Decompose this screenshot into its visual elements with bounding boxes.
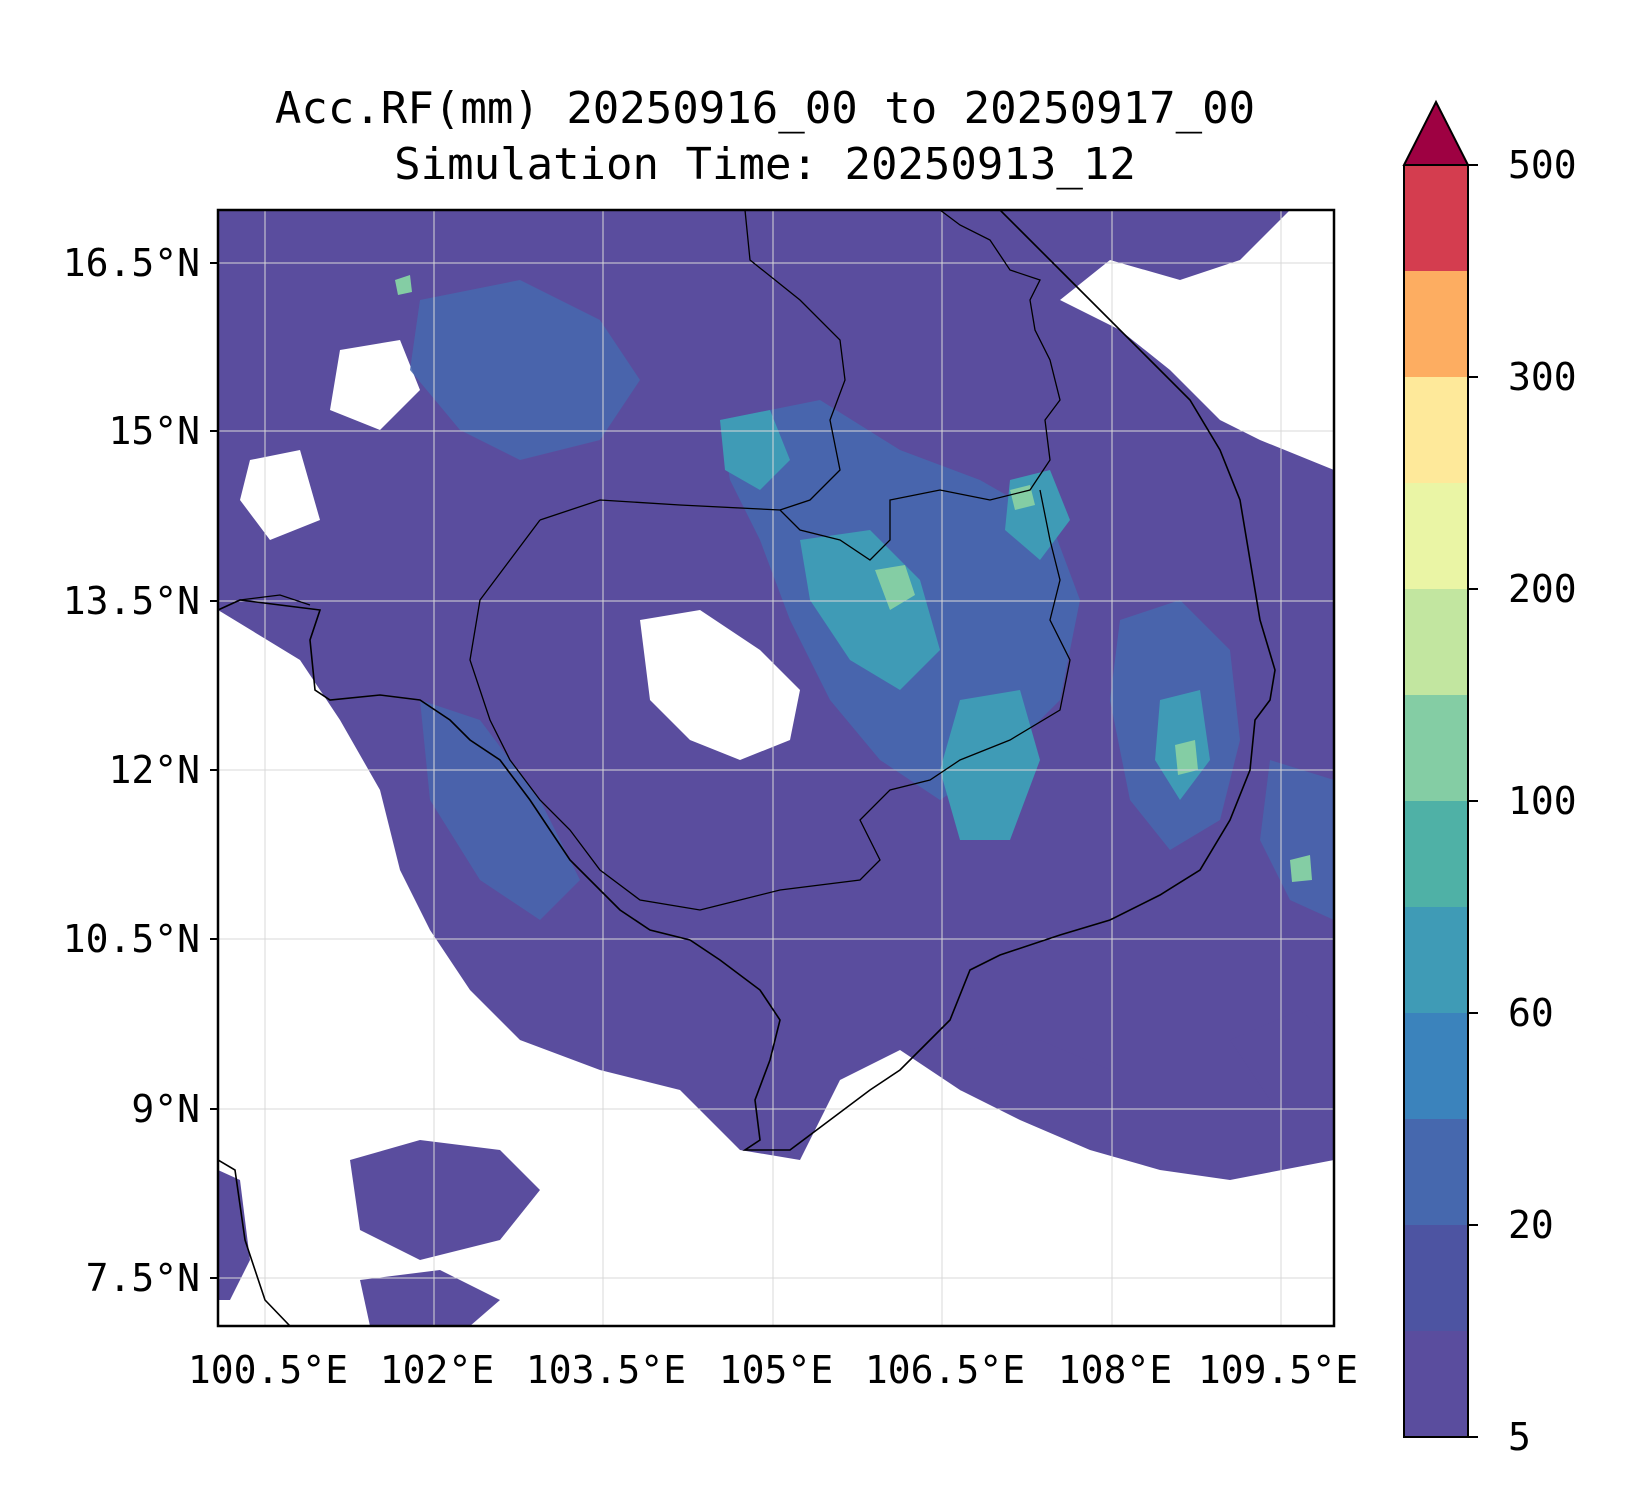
rain-patch-sea-2 — [360, 1270, 500, 1326]
rain-patch-sea-1 — [350, 1140, 540, 1260]
rain-moderate-5 — [1260, 760, 1334, 920]
map-title: Acc.RF(mm) 20250916_00 to 20250917_00 — [274, 83, 1256, 134]
country-borders — [239, 210, 1071, 911]
rain-patch-sea-5 — [218, 1170, 250, 1300]
lat-label: 15°N — [108, 409, 200, 453]
colorbar-label: 5 — [1508, 1415, 1531, 1459]
colorbar-label: 500 — [1508, 143, 1577, 187]
dry-area-west — [240, 340, 420, 540]
rain-moderate-2 — [410, 280, 640, 460]
rain-heavy-2 — [940, 690, 1040, 840]
rain-intense-5 — [1290, 855, 1312, 882]
lat-label: 7.5°N — [85, 1256, 200, 1300]
lat-label: 16.5°N — [62, 241, 200, 285]
rain-patch-sea-4 — [1230, 1010, 1334, 1110]
lon-label: 105°E — [718, 1348, 834, 1392]
rain-intense-4 — [395, 275, 412, 295]
colorbar-label: 60 — [1508, 991, 1554, 1035]
lon-label: 108°E — [1057, 1348, 1173, 1392]
colorbar-ticks — [1468, 164, 1478, 1438]
lat-ticks — [210, 262, 218, 1279]
dry-area-east-coast — [1060, 210, 1334, 470]
lat-label: 10.5°N — [62, 917, 200, 961]
colorbar-extend-arrow — [1402, 99, 1470, 166]
rain-patch-sea-3 — [960, 1040, 1110, 1110]
colorbar-label: 200 — [1508, 567, 1577, 611]
rain-intense-2 — [1175, 740, 1198, 775]
colorbar-label: 100 — [1508, 779, 1577, 823]
colorbar-segments — [1404, 165, 1468, 1437]
lon-label: 100.5°E — [187, 1348, 349, 1392]
lat-label: 13.5°N — [62, 579, 200, 623]
coastlines — [218, 210, 1276, 1326]
rain-intense-1 — [875, 565, 915, 610]
lon-label: 102°E — [379, 1348, 495, 1392]
map-gridlines — [218, 210, 1334, 1326]
dry-area-central — [640, 610, 800, 760]
dry-area-gulf — [218, 610, 1334, 1326]
lon-label: 103.5°E — [525, 1348, 687, 1392]
lat-label: 12°N — [108, 748, 200, 792]
colorbar — [1402, 99, 1478, 1438]
colorbar-label: 20 — [1508, 1203, 1554, 1247]
lat-label: 9°N — [131, 1087, 200, 1131]
map-frame — [216, 208, 1336, 1328]
map-subtitle: Simulation Time: 20250913_12 — [394, 139, 1136, 190]
rain-moderate-4 — [420, 700, 580, 920]
rain-intense-3 — [1010, 485, 1035, 510]
lon-label: 106.5°E — [864, 1348, 1026, 1392]
lon-label: 109.5°E — [1197, 1348, 1359, 1392]
colorbar-label: 300 — [1508, 355, 1577, 399]
rainfall-field — [218, 210, 1334, 1326]
